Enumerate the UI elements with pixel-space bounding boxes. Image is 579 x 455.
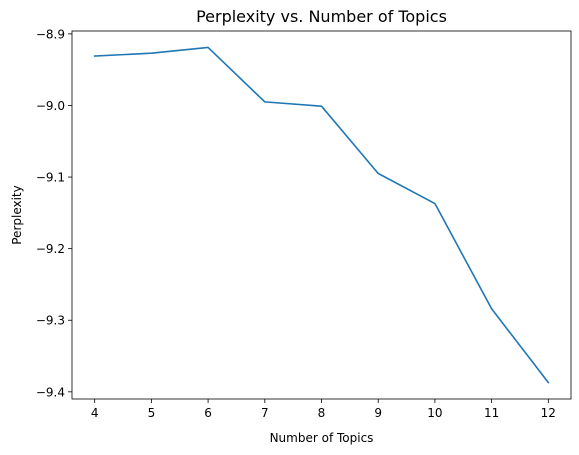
x-tick-label: 4: [91, 406, 99, 420]
x-tick-label: 9: [374, 406, 382, 420]
x-tick-label: 8: [318, 406, 326, 420]
y-tick-label: −9.3: [36, 314, 65, 328]
y-tick-label: −9.0: [36, 99, 65, 113]
x-tick-label: 11: [484, 406, 499, 420]
chart-title: Perplexity vs. Number of Topics: [196, 7, 447, 26]
x-tick-label: 5: [148, 406, 156, 420]
x-tick-label: 6: [204, 406, 212, 420]
x-tick-label: 10: [427, 406, 442, 420]
x-tick-label: 7: [261, 406, 269, 420]
axes-frame: [71, 30, 572, 400]
x-axis-label: Number of Topics: [270, 431, 374, 445]
y-tick-label: −9.1: [36, 171, 65, 185]
y-axis-label: Perplexity: [10, 185, 24, 245]
y-tick-label: −9.2: [36, 242, 65, 256]
y-tick-label: −8.9: [36, 27, 65, 41]
x-tick-label: 12: [541, 406, 556, 420]
y-tick-label: −9.4: [36, 385, 65, 399]
series-line: [93, 46, 550, 384]
plot-area: 4 5 6 7 8 9 10 11 12 −8.9 −9.0 −9.1 −9.2 −9.3 −9.4: [36, 27, 572, 420]
